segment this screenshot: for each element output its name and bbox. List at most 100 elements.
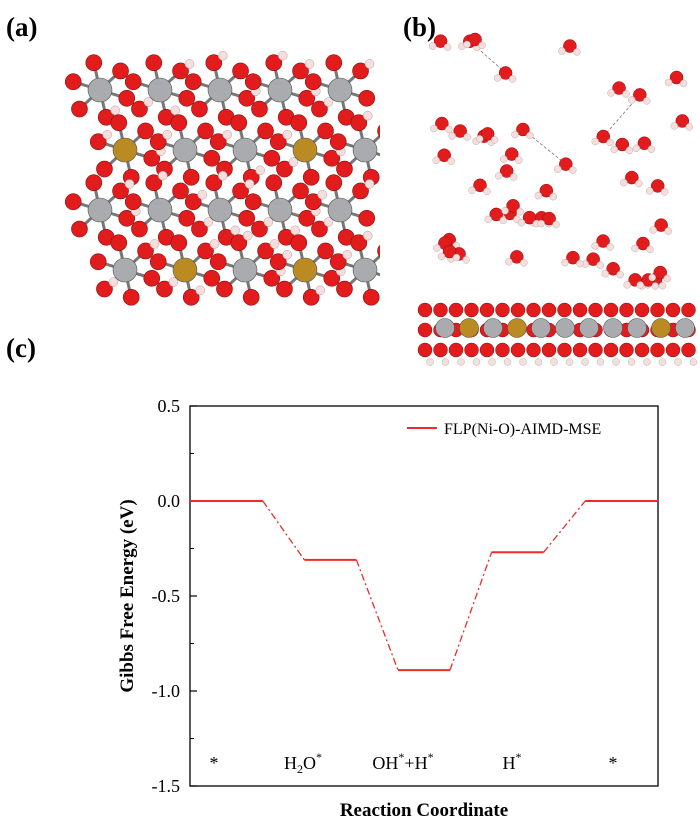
y-tick-label: -1.5 [152,776,181,796]
y-tick-label: -1.0 [152,681,181,701]
oxygen-atom [276,280,293,298]
hydrogen-atom [263,217,274,227]
water-oxygen [596,234,610,248]
water-oxygen [612,81,626,95]
oxygen-atom [244,193,262,211]
oxygen-atom [329,253,347,271]
nickel-atom [207,197,233,223]
oxygen-atom [137,122,154,140]
oxygen-atom [137,242,154,260]
panel-label-c: (c) [6,333,36,363]
hydrogen-atom [363,230,373,241]
oxygen-atom [118,209,136,227]
water-hydrogen [670,122,679,130]
nickel-atom [172,137,198,163]
panel-label-b: (b) [403,12,436,42]
oxygen-atom [263,149,281,167]
hydrogen-atom [222,129,233,140]
nickel-atom [147,77,173,103]
oxygen-atom [131,100,148,118]
water-hydrogen [432,156,440,164]
oxygen-atom [352,182,369,200]
water-hydrogen [447,157,455,165]
oxygen-atom [143,149,161,167]
oxygen-atom [178,209,196,227]
oxygen-atom [304,73,322,91]
slab-oxygen [619,342,634,358]
oxygen-atom [170,234,188,251]
slab-oxygen [417,322,433,338]
water-oxygen [468,32,482,47]
slab-oxygen [464,342,479,358]
slab-hydrogen [519,358,527,366]
slab-oxygen [650,342,665,358]
chart-axes [189,405,659,787]
nickel-atom [207,77,233,103]
slab-hydrogen [689,358,698,366]
water-hydrogen [494,172,503,180]
water-oxygen [636,236,650,251]
hydrogen-atom [282,129,293,140]
hydrogen-atom [364,179,375,189]
nickel-atom [327,77,353,103]
oxygen-atom [149,133,167,151]
hydrogen-atom [282,249,293,260]
hydrogen-atom [269,239,280,249]
water-hydrogen [663,274,671,283]
water-hydrogen [517,218,526,227]
water-hydrogen [452,253,461,262]
slab-oxygen [588,302,603,318]
water-hydrogen [607,89,615,97]
slab-hydrogen [596,358,605,366]
water-oxygen [437,148,451,162]
state-label-4: * [609,753,618,773]
hydrogen-atom [218,50,228,61]
oxygen-atom [263,269,281,287]
hydrogen-atom [304,59,315,69]
nickel-atom [267,77,293,103]
hydrogen-atom [158,170,168,181]
iron-atom [112,137,138,163]
slab-oxygen [541,342,557,358]
water-hydrogen [645,187,654,195]
hydrogen-atom [243,230,253,241]
slab-oxygen [634,342,650,358]
iron-atom [172,257,198,283]
oxygen-atom [232,182,249,200]
hydrogen-atom [184,59,195,69]
water-oxygen [596,129,611,144]
hydrogen-atom [124,179,135,189]
oxygen-atom [209,133,227,151]
oxygen-atom [358,89,376,107]
oxygen-atom [350,234,368,251]
water-hydrogen [573,48,581,56]
hydrogen-atom [244,179,255,189]
water-oxygen [489,207,503,222]
slab-oxygen [464,302,479,318]
transition-connector-2 [449,552,493,671]
slab-oxygen [603,302,619,318]
water-oxygen [522,210,537,225]
slab-hydrogen [488,358,496,366]
water-oxygen [633,88,647,102]
hydrogen-atom [218,170,228,181]
water-hydrogen [610,145,618,154]
oxygen-atom [64,193,82,211]
water-hydrogen [443,43,452,51]
state-label-1: H2O* [284,750,322,776]
water-hydrogen [499,216,507,225]
oxygen-atom [182,289,200,306]
water-hydrogen [468,186,476,195]
water-oxygen [566,250,580,265]
slab-oxygen [526,302,541,318]
water-oxygen [510,250,524,264]
hydrogen-atom [288,157,299,167]
slab-hydrogen [643,358,651,366]
slab-hydrogen [472,358,481,366]
slab-hydrogen [581,358,589,366]
nickel-atom [352,257,378,283]
water-hydrogen [679,79,688,88]
slab-hydrogen [565,358,574,366]
water-hydrogen [534,191,543,200]
nickel-atom [531,318,551,338]
